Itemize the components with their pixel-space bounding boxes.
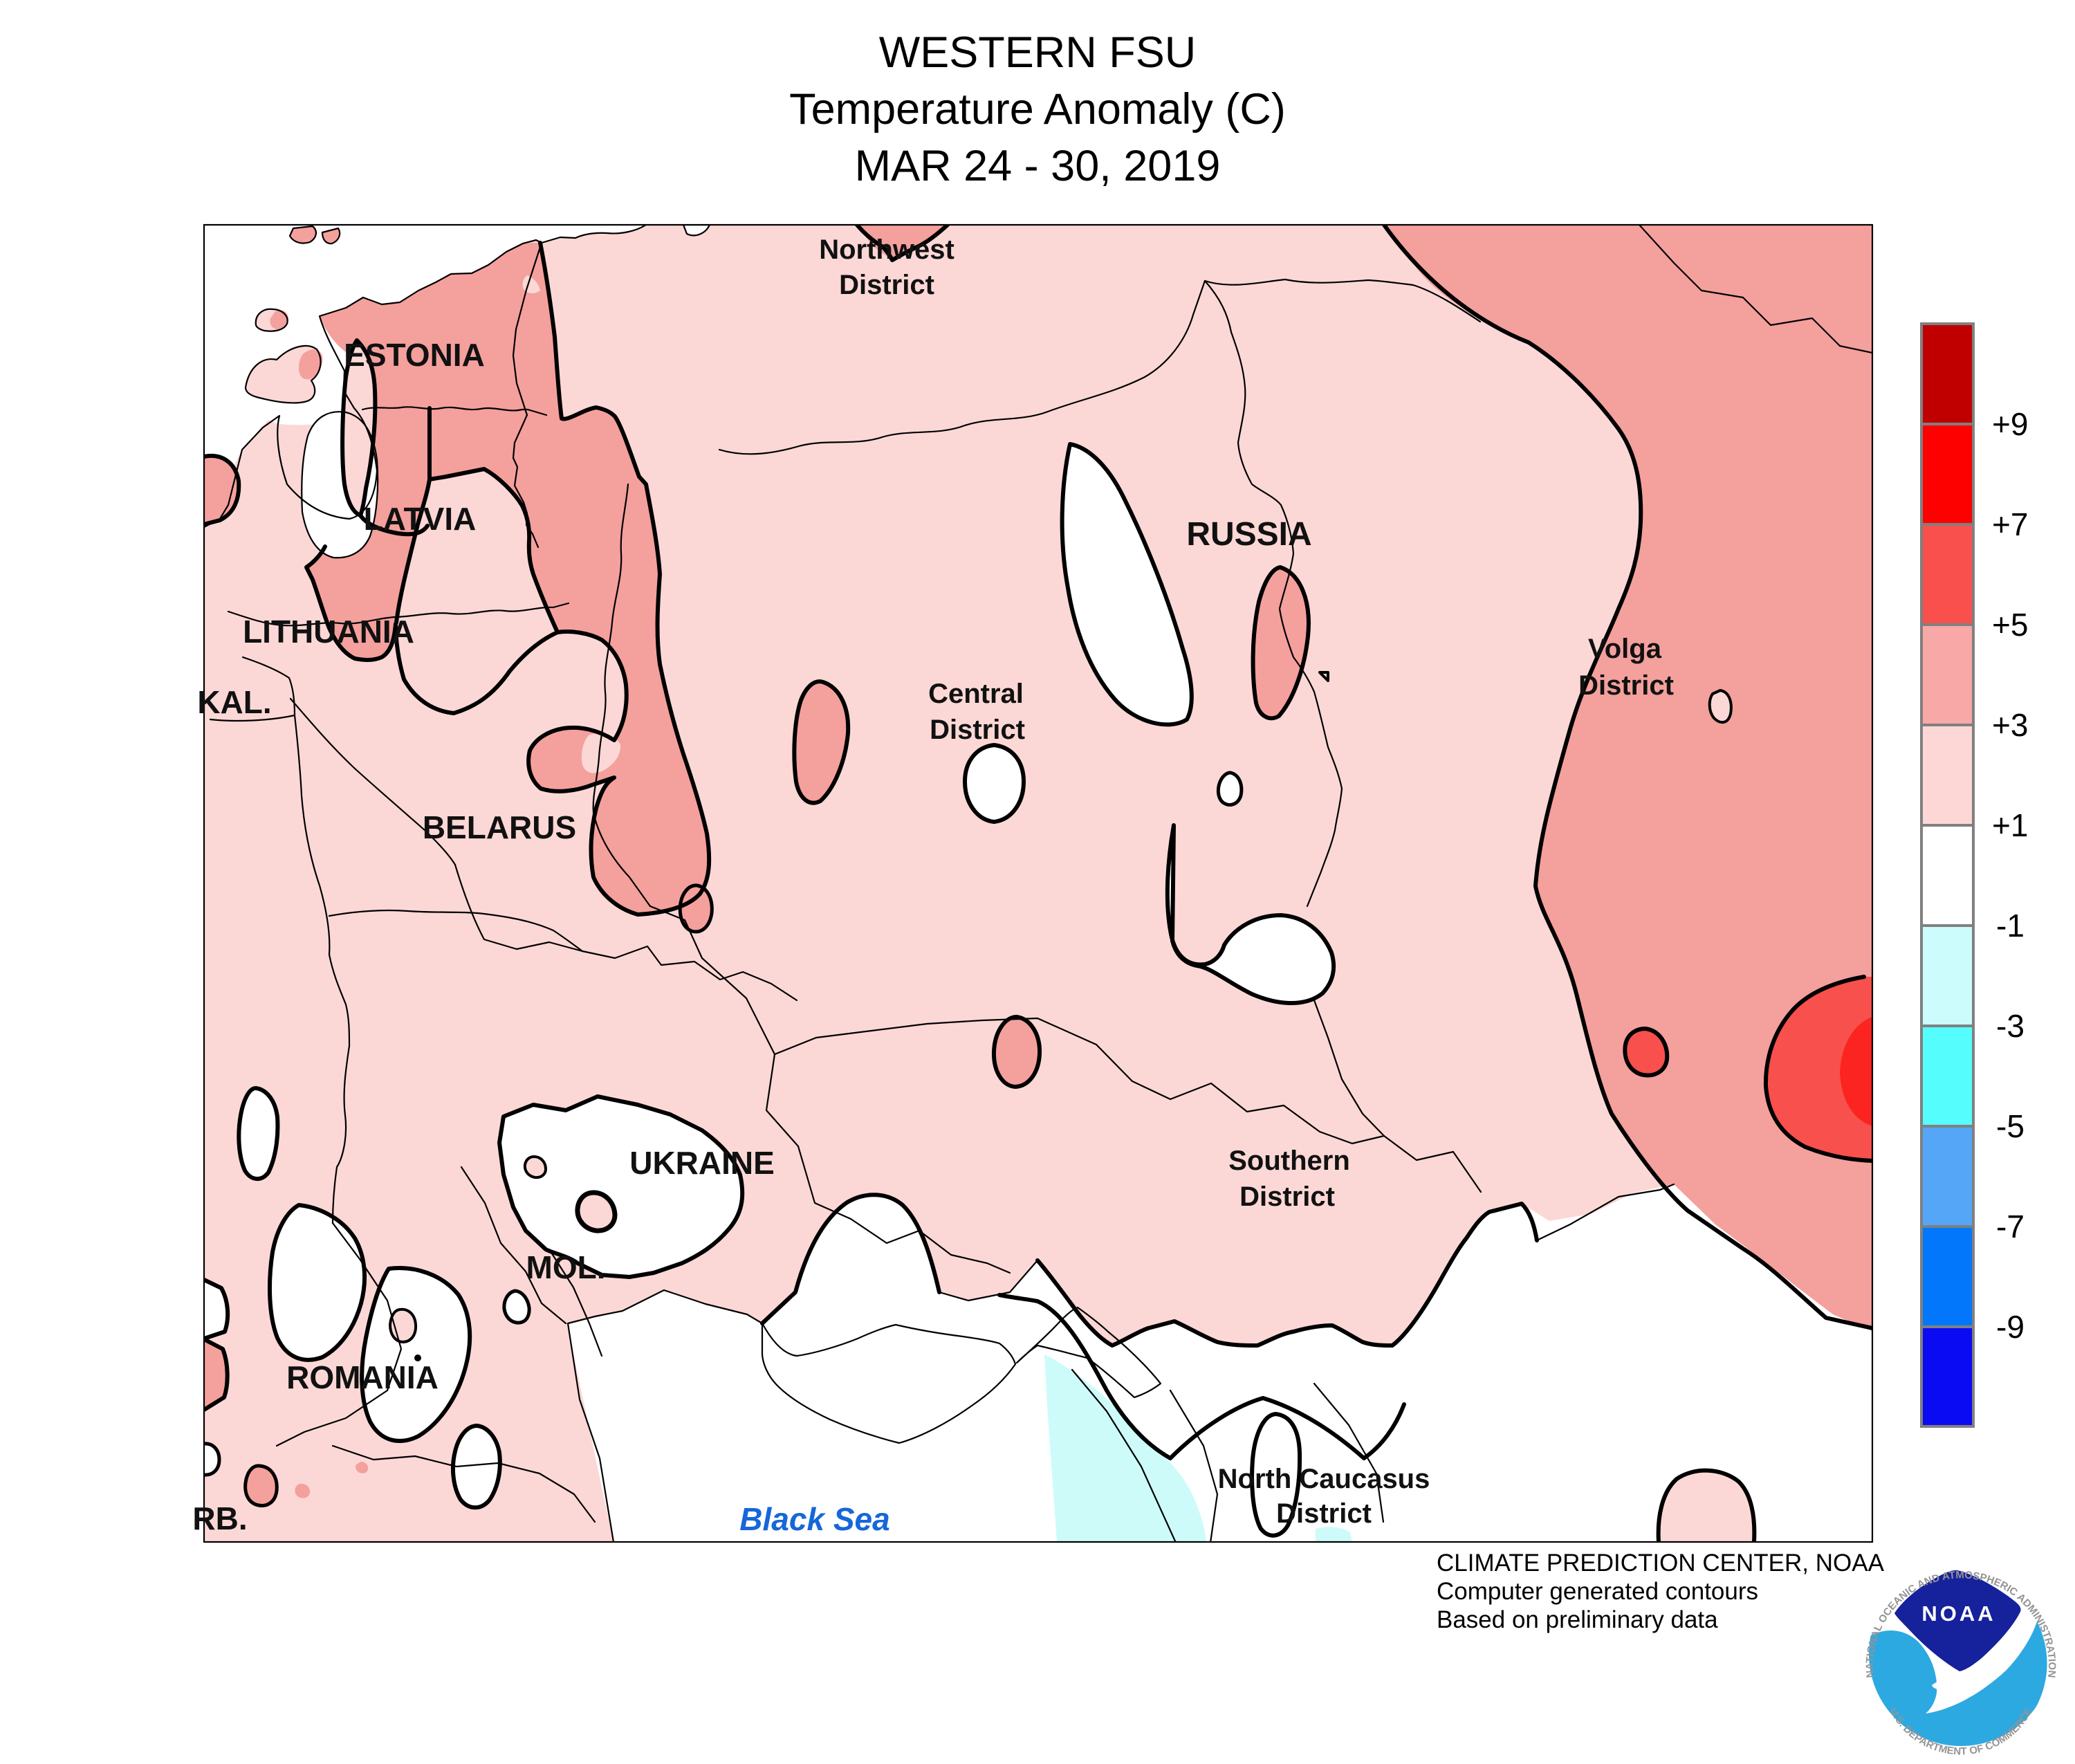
svg-text:Central: Central [928,679,1024,709]
svg-text:-9: -9 [1996,1309,2025,1345]
svg-text:Temperature Anomaly (C): Temperature Anomaly (C) [789,85,1286,134]
svg-text:+5: +5 [1992,607,2028,643]
svg-text:District: District [930,715,1025,745]
svg-text:NOAA: NOAA [1921,1601,1995,1626]
svg-text:Northwest: Northwest [819,235,954,265]
svg-text:ESTONIA: ESTONIA [344,337,485,373]
svg-text:LATVIA: LATVIA [364,501,477,537]
svg-text:District: District [1239,1182,1335,1212]
svg-text:Based on preliminary data: Based on preliminary data [1437,1606,1718,1633]
svg-text:North Caucasus: North Caucasus [1218,1464,1430,1494]
svg-text:WESTERN FSU: WESTERN FSU [879,28,1197,77]
svg-text:BELARUS: BELARUS [423,809,576,845]
svg-text:CLIMATE PREDICTION CENTER, NOA: CLIMATE PREDICTION CENTER, NOAA [1437,1550,1885,1577]
svg-text:MOL.: MOL. [526,1249,606,1285]
svg-text:District: District [1578,670,1674,701]
svg-text:Black Sea: Black Sea [739,1501,889,1537]
svg-text:ROMANIA: ROMANIA [286,1359,439,1395]
svg-text:Southern: Southern [1228,1146,1350,1176]
svg-text:District: District [1276,1498,1372,1529]
svg-text:Computer generated contours: Computer generated contours [1437,1578,1758,1605]
svg-text:UKRAINE: UKRAINE [629,1145,775,1181]
svg-text:+9: +9 [1992,406,2028,442]
svg-text:-7: -7 [1996,1209,2025,1244]
svg-text:-5: -5 [1996,1108,2025,1144]
svg-text:RB.: RB. [192,1500,247,1536]
svg-text:RUSSIA: RUSSIA [1186,516,1311,553]
svg-text:District: District [839,270,934,300]
svg-text:-1: -1 [1996,908,2025,944]
svg-text:KAL.: KAL. [197,684,271,720]
svg-text:+1: +1 [1992,807,2028,843]
svg-text:+3: +3 [1992,707,2028,743]
svg-text:MAR 24 - 30, 2019: MAR 24 - 30, 2019 [855,142,1221,190]
svg-text:Volga: Volga [1588,634,1662,664]
svg-text:LITHUANIA: LITHUANIA [243,614,414,650]
svg-text:-3: -3 [1996,1008,2025,1044]
svg-text:+7: +7 [1992,506,2028,542]
